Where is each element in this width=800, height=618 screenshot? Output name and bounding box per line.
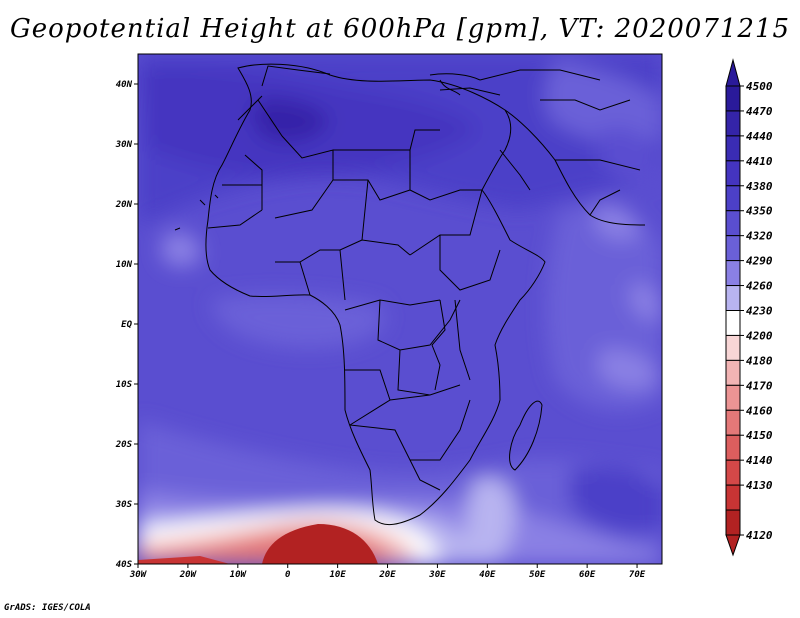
colorbar-bottom-arrow <box>725 534 741 557</box>
colorbar-label: 4180 <box>746 354 773 367</box>
colorbar-label: 4500 <box>746 80 773 93</box>
grads-credit: GrADS: IGES/COLA <box>4 603 91 613</box>
height-field <box>138 54 662 564</box>
lon-tick-label: 50E <box>529 570 546 580</box>
colorbar-swatch <box>725 210 741 237</box>
lon-tick-label: 20W <box>179 570 198 580</box>
colorbar-swatch <box>725 484 741 511</box>
lon-tick-label: 10W <box>230 570 248 580</box>
lon-tick-label: 10E <box>329 570 346 580</box>
plot-frame <box>137 53 663 565</box>
colorbar-label: 4200 <box>746 329 773 342</box>
chart-title: Geopotential Height at 600hPa [gpm], VT:… <box>9 14 791 44</box>
lon-tick-label: 30E <box>428 570 446 580</box>
colorbar-label: 4160 <box>746 404 773 417</box>
colorbar-label: 4290 <box>746 255 773 268</box>
colorbar-label: 4120 <box>746 529 773 542</box>
lat-tick-label: 40N <box>116 80 133 90</box>
lon-tick-label: 70E <box>629 570 646 580</box>
colorbar-swatch <box>725 135 741 162</box>
colorbar-swatch <box>725 235 741 262</box>
colorbar-label: 4410 <box>746 155 773 168</box>
colorbar-swatch <box>725 160 741 187</box>
colorbar-label: 4440 <box>746 130 773 143</box>
lat-tick-label: 20N <box>115 200 133 210</box>
lon-tick-label: 20E <box>378 570 396 580</box>
colorbar-top-arrow <box>725 58 741 87</box>
lat-tick-label: 40S <box>116 560 133 570</box>
lat-tick-label: 30N <box>115 140 133 150</box>
colorbar-label: 4130 <box>746 479 773 492</box>
lat-tick-label: EQ <box>121 320 132 330</box>
lon-tick-label: 0 <box>285 570 291 580</box>
longitude-axis: 30W 20W 10W 0 10E 20E 30E 40E 50E 60E 70E <box>129 564 646 580</box>
colorbar-swatch <box>725 459 741 486</box>
lon-tick-label: 60E <box>579 570 596 580</box>
colorbar-label: 4170 <box>746 379 773 392</box>
colorbar-swatch <box>725 110 741 137</box>
colorbar-label: 4320 <box>746 230 773 243</box>
latitude-axis: 40N 30N 20N 10N EQ 10S 20S 30S 40S <box>115 80 138 570</box>
colorbar-swatch <box>725 509 741 536</box>
colorbar-label: 4350 <box>746 205 773 218</box>
colorbar-swatch <box>725 334 741 361</box>
colorbar-label: 4140 <box>746 454 773 467</box>
colorbar-label: 4230 <box>746 305 773 318</box>
lat-tick-label: 20S <box>115 440 133 450</box>
lon-tick-label: 40E <box>479 570 496 580</box>
colorbar-label: 4260 <box>746 280 773 293</box>
colorbar-swatch <box>725 85 741 112</box>
colorbar: 4500 4470 4440 4410 4380 4350 4320 4290 4260 4230… <box>725 58 773 557</box>
colorbar-label: 4380 <box>746 180 773 193</box>
colorbar-swatch <box>725 434 741 461</box>
lat-tick-label: 10N <box>116 260 133 270</box>
colorbar-swatch <box>725 310 741 336</box>
coastlines <box>174 63 646 526</box>
lat-tick-label: 10S <box>116 380 133 390</box>
colorbar-swatch <box>725 260 741 287</box>
colorbar-swatch <box>725 185 741 212</box>
colorbar-swatch <box>725 384 741 411</box>
colorbar-swatch <box>725 409 741 436</box>
lon-tick-label: 30W <box>129 570 148 580</box>
colorbar-swatch <box>725 359 741 386</box>
lat-tick-label: 30S <box>115 500 133 510</box>
colorbar-swatch <box>725 285 741 311</box>
colorbar-label: 4470 <box>746 105 773 118</box>
colorbar-label: 4150 <box>746 429 773 442</box>
